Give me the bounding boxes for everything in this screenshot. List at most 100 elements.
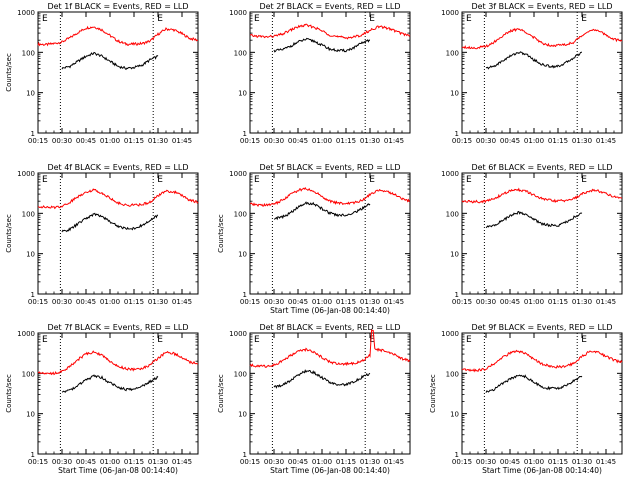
y-axis-label: Counts/sec	[5, 214, 13, 253]
y-tick-label: 10	[26, 411, 35, 419]
chart-panel-9: Det 9f BLACK = Events, RED = LLD 1 10 100 10…	[429, 323, 623, 475]
y-tick-label: 100	[234, 370, 247, 378]
y-tick-label: 100	[446, 370, 459, 378]
y-axis-label: Counts/sec	[429, 374, 437, 413]
x-tick-label: 01:00	[100, 137, 120, 145]
x-tick-label: 01:15	[548, 458, 568, 466]
chart-title: Det 7f BLACK = Events, RED = LLD	[47, 323, 188, 332]
e-marker: E	[254, 175, 260, 185]
chart-panel-6: Det 6f BLACK = Events, RED = LLD 1 10 100 10…	[441, 163, 623, 306]
lld-rate-series	[461, 27, 623, 50]
lld-rate-series	[461, 187, 622, 204]
y-tick-label: 1	[31, 451, 35, 459]
x-tick-label: 01:15	[124, 458, 144, 466]
x-tick-label: 00:45	[500, 458, 520, 466]
x-tick-label: 00:30	[476, 137, 496, 145]
event-rate-series	[273, 37, 371, 53]
y-tick-label: 100	[22, 370, 35, 378]
event-rate-series	[485, 51, 582, 70]
x-tick-label: 00:45	[288, 137, 308, 145]
plot-frame	[249, 11, 411, 134]
x-tick-label: 01:30	[148, 298, 168, 306]
y-tick-label: 1000	[441, 9, 459, 17]
x-tick-label: 00:15	[240, 298, 260, 306]
x-tick-label: 00:15	[452, 458, 472, 466]
y-axis-label: Counts/sec	[217, 214, 225, 253]
x-tick-label: 01:45	[384, 458, 404, 466]
x-tick-label: 01:00	[312, 298, 332, 306]
x-tick-label: 01:45	[596, 137, 616, 145]
y-tick-label: 1	[243, 291, 247, 299]
e-marker: E	[254, 14, 260, 24]
x-tick-label: 01:15	[336, 137, 356, 145]
x-tick-label: 01:00	[100, 298, 120, 306]
x-tick-label: 00:15	[28, 137, 48, 145]
x-tick-label: 01:45	[172, 458, 192, 466]
y-axis-label: Counts/sec	[217, 374, 225, 413]
x-tick-label: 00:30	[52, 458, 72, 466]
e-marker: E	[581, 14, 587, 24]
chart-panel-3: Det 3f BLACK = Events, RED = LLD 1 10 100 10…	[441, 2, 623, 145]
x-tick-label: 01:30	[360, 137, 380, 145]
e-marker: E	[369, 335, 375, 345]
x-tick-label: 01:00	[100, 458, 120, 466]
e-marker: E	[466, 175, 472, 185]
x-tick-label: 00:45	[76, 137, 96, 145]
x-tick-label: 01:30	[572, 137, 592, 145]
lld-rate-series	[250, 23, 411, 40]
chart-title: Det 9f BLACK = Events, RED = LLD	[471, 323, 612, 332]
y-tick-label: 100	[446, 49, 459, 57]
y-tick-label: 1	[243, 451, 247, 459]
x-tick-label: 01:15	[336, 458, 356, 466]
x-tick-label: 01:00	[524, 298, 544, 306]
y-tick-label: 100	[22, 49, 35, 57]
y-tick-label: 1	[455, 130, 459, 138]
y-tick-label: 1000	[17, 170, 35, 178]
chart-title: Det 8f BLACK = Events, RED = LLD	[259, 323, 400, 332]
x-tick-label: 01:45	[596, 298, 616, 306]
x-tick-label: 01:30	[148, 458, 168, 466]
x-tick-label: 00:45	[288, 298, 308, 306]
y-axis-label: Counts/sec	[5, 374, 13, 413]
x-tick-label: 00:45	[500, 298, 520, 306]
chart-panel-2: Det 2f BLACK = Events, RED = LLD 1 10 100 10…	[229, 2, 411, 145]
y-axis-label: Counts/sec	[5, 53, 13, 92]
y-tick-label: 10	[238, 251, 247, 259]
x-tick-label: 00:15	[240, 458, 260, 466]
e-marker: E	[157, 335, 163, 345]
event-rate-series	[273, 369, 371, 389]
x-tick-label: 01:15	[548, 137, 568, 145]
chart-panel-1: Det 1f BLACK = Events, RED = LLD 1 10 100 10…	[5, 2, 199, 145]
x-tick-label: 01:30	[572, 458, 592, 466]
event-rate-series	[61, 374, 159, 393]
event-rate-series	[61, 51, 159, 71]
x-tick-label: 00:30	[476, 458, 496, 466]
x-tick-label: 00:30	[52, 137, 72, 145]
chart-title: Det 4f BLACK = Events, RED = LLD	[47, 163, 188, 172]
e-marker: E	[157, 175, 163, 185]
x-tick-label: 00:15	[28, 458, 48, 466]
x-tick-label: 00:30	[264, 137, 284, 145]
x-tick-label: 01:45	[384, 137, 404, 145]
e-marker: E	[466, 14, 472, 24]
event-rate-series	[273, 201, 371, 221]
x-tick-label: 00:45	[288, 458, 308, 466]
e-marker: E	[157, 14, 163, 24]
x-axis-label: Start Time (06-Jan-08 00:14:40)	[270, 466, 390, 475]
x-tick-label: 00:45	[500, 137, 520, 145]
y-tick-label: 1000	[229, 330, 247, 338]
x-tick-label: 00:30	[52, 298, 72, 306]
event-rate-series	[485, 210, 583, 229]
y-tick-label: 1000	[17, 330, 35, 338]
x-axis-label: Start Time (06-Jan-08 00:14:40)	[270, 306, 390, 315]
y-tick-label: 100	[234, 210, 247, 218]
x-tick-label: 00:30	[476, 298, 496, 306]
y-tick-label: 1000	[441, 170, 459, 178]
event-rate-series	[61, 212, 158, 233]
chart-panel-8: Det 8f BLACK = Events, RED = LLD 1 10 100 10…	[217, 323, 411, 475]
y-tick-label: 100	[22, 210, 35, 218]
chart-title: Det 1f BLACK = Events, RED = LLD	[47, 2, 188, 11]
chart-panel-4: Det 4f BLACK = Events, RED = LLD 1 10 100 10…	[5, 163, 199, 306]
lld-rate-series	[37, 350, 199, 376]
